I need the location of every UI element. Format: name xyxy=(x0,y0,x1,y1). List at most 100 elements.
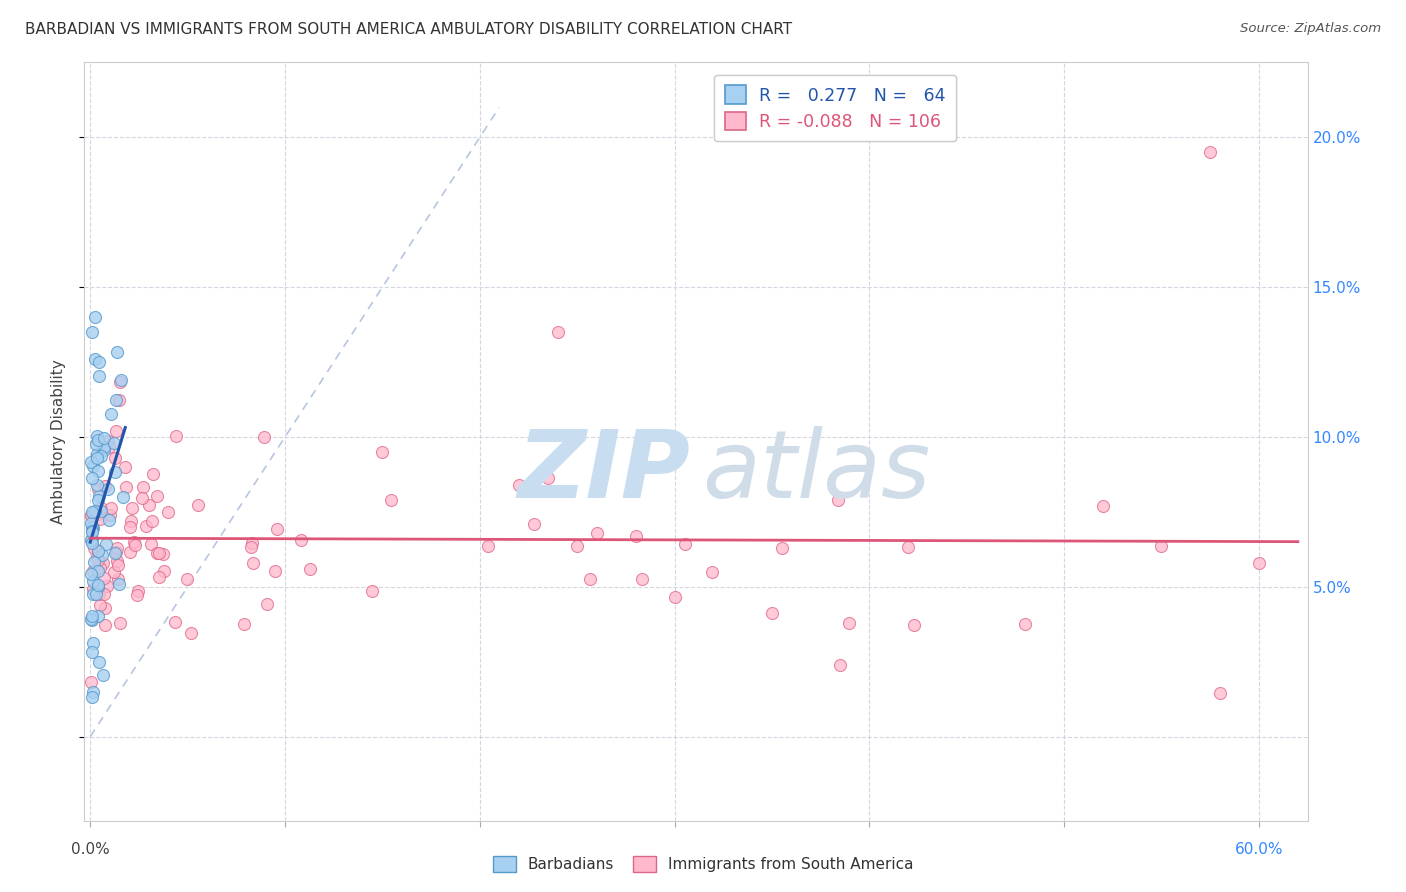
Point xyxy=(98,508,121,522)
Text: atlas: atlas xyxy=(702,426,931,517)
Point xyxy=(90,449,112,463)
Point xyxy=(141,537,163,551)
Point xyxy=(256,598,278,612)
Point xyxy=(107,558,129,573)
Point xyxy=(110,615,132,630)
Point xyxy=(87,368,110,383)
Point xyxy=(108,376,131,390)
Point xyxy=(86,580,108,594)
Point xyxy=(141,514,163,528)
Point xyxy=(897,540,920,554)
Point xyxy=(84,351,107,366)
Text: 0.0%: 0.0% xyxy=(70,842,110,856)
Point xyxy=(125,588,148,602)
Point xyxy=(94,479,117,493)
Point xyxy=(104,465,127,479)
Point xyxy=(830,657,852,672)
Point xyxy=(80,675,103,690)
Point xyxy=(700,565,723,579)
Point xyxy=(138,498,160,512)
Point xyxy=(79,516,101,531)
Point xyxy=(1199,145,1222,160)
Point xyxy=(264,564,287,578)
Point xyxy=(240,541,263,555)
Point xyxy=(118,520,141,534)
Point xyxy=(290,533,312,547)
Point xyxy=(121,500,143,515)
Point xyxy=(104,424,127,438)
Point xyxy=(176,572,198,586)
Point xyxy=(87,543,110,558)
Point xyxy=(94,536,117,550)
Point xyxy=(89,561,111,575)
Point xyxy=(100,500,122,515)
Point xyxy=(103,435,125,450)
Point xyxy=(565,539,588,553)
Point xyxy=(103,565,125,579)
Point xyxy=(100,408,122,422)
Point xyxy=(79,508,101,522)
Point xyxy=(537,471,560,485)
Text: 60.0%: 60.0% xyxy=(1234,842,1284,856)
Point xyxy=(82,505,104,519)
Point xyxy=(97,434,120,448)
Point xyxy=(89,512,111,526)
Point xyxy=(110,373,132,387)
Text: ZIP: ZIP xyxy=(517,425,690,518)
Point xyxy=(86,549,108,564)
Point xyxy=(187,498,209,512)
Point xyxy=(82,587,104,601)
Point xyxy=(152,547,174,561)
Point xyxy=(79,509,101,524)
Point xyxy=(1247,556,1270,570)
Point xyxy=(82,521,104,535)
Point xyxy=(93,571,115,585)
Point xyxy=(90,501,112,516)
Point xyxy=(146,546,169,560)
Point xyxy=(153,564,176,578)
Point xyxy=(266,522,288,536)
Point xyxy=(120,514,142,528)
Point xyxy=(82,582,104,596)
Point xyxy=(83,541,105,556)
Point xyxy=(82,536,104,550)
Point xyxy=(131,491,153,505)
Point xyxy=(673,537,696,551)
Point xyxy=(104,545,127,559)
Point xyxy=(86,451,108,466)
Point xyxy=(114,459,136,474)
Point xyxy=(82,608,104,623)
Point xyxy=(108,392,131,407)
Point xyxy=(87,578,110,592)
Point xyxy=(1150,539,1173,553)
Point xyxy=(80,455,103,469)
Point xyxy=(253,430,276,444)
Point xyxy=(1209,686,1232,700)
Point xyxy=(90,548,112,562)
Point xyxy=(299,562,322,576)
Point xyxy=(86,447,108,461)
Point xyxy=(508,478,530,492)
Point xyxy=(578,572,600,586)
Point xyxy=(127,584,149,599)
Point xyxy=(148,570,170,584)
Point xyxy=(142,467,165,481)
Point xyxy=(104,451,127,466)
Point xyxy=(903,618,925,632)
Point xyxy=(87,564,110,578)
Point xyxy=(105,554,128,568)
Point xyxy=(84,587,107,601)
Point xyxy=(165,428,187,442)
Point xyxy=(624,529,647,543)
Point xyxy=(105,392,128,407)
Point xyxy=(86,429,108,443)
Point xyxy=(89,355,111,369)
Point xyxy=(1092,499,1115,513)
Point xyxy=(80,533,103,547)
Point xyxy=(664,590,686,604)
Point xyxy=(761,606,783,620)
Point xyxy=(80,524,103,539)
Point xyxy=(132,480,155,494)
Point xyxy=(82,690,104,705)
Point xyxy=(87,433,110,447)
